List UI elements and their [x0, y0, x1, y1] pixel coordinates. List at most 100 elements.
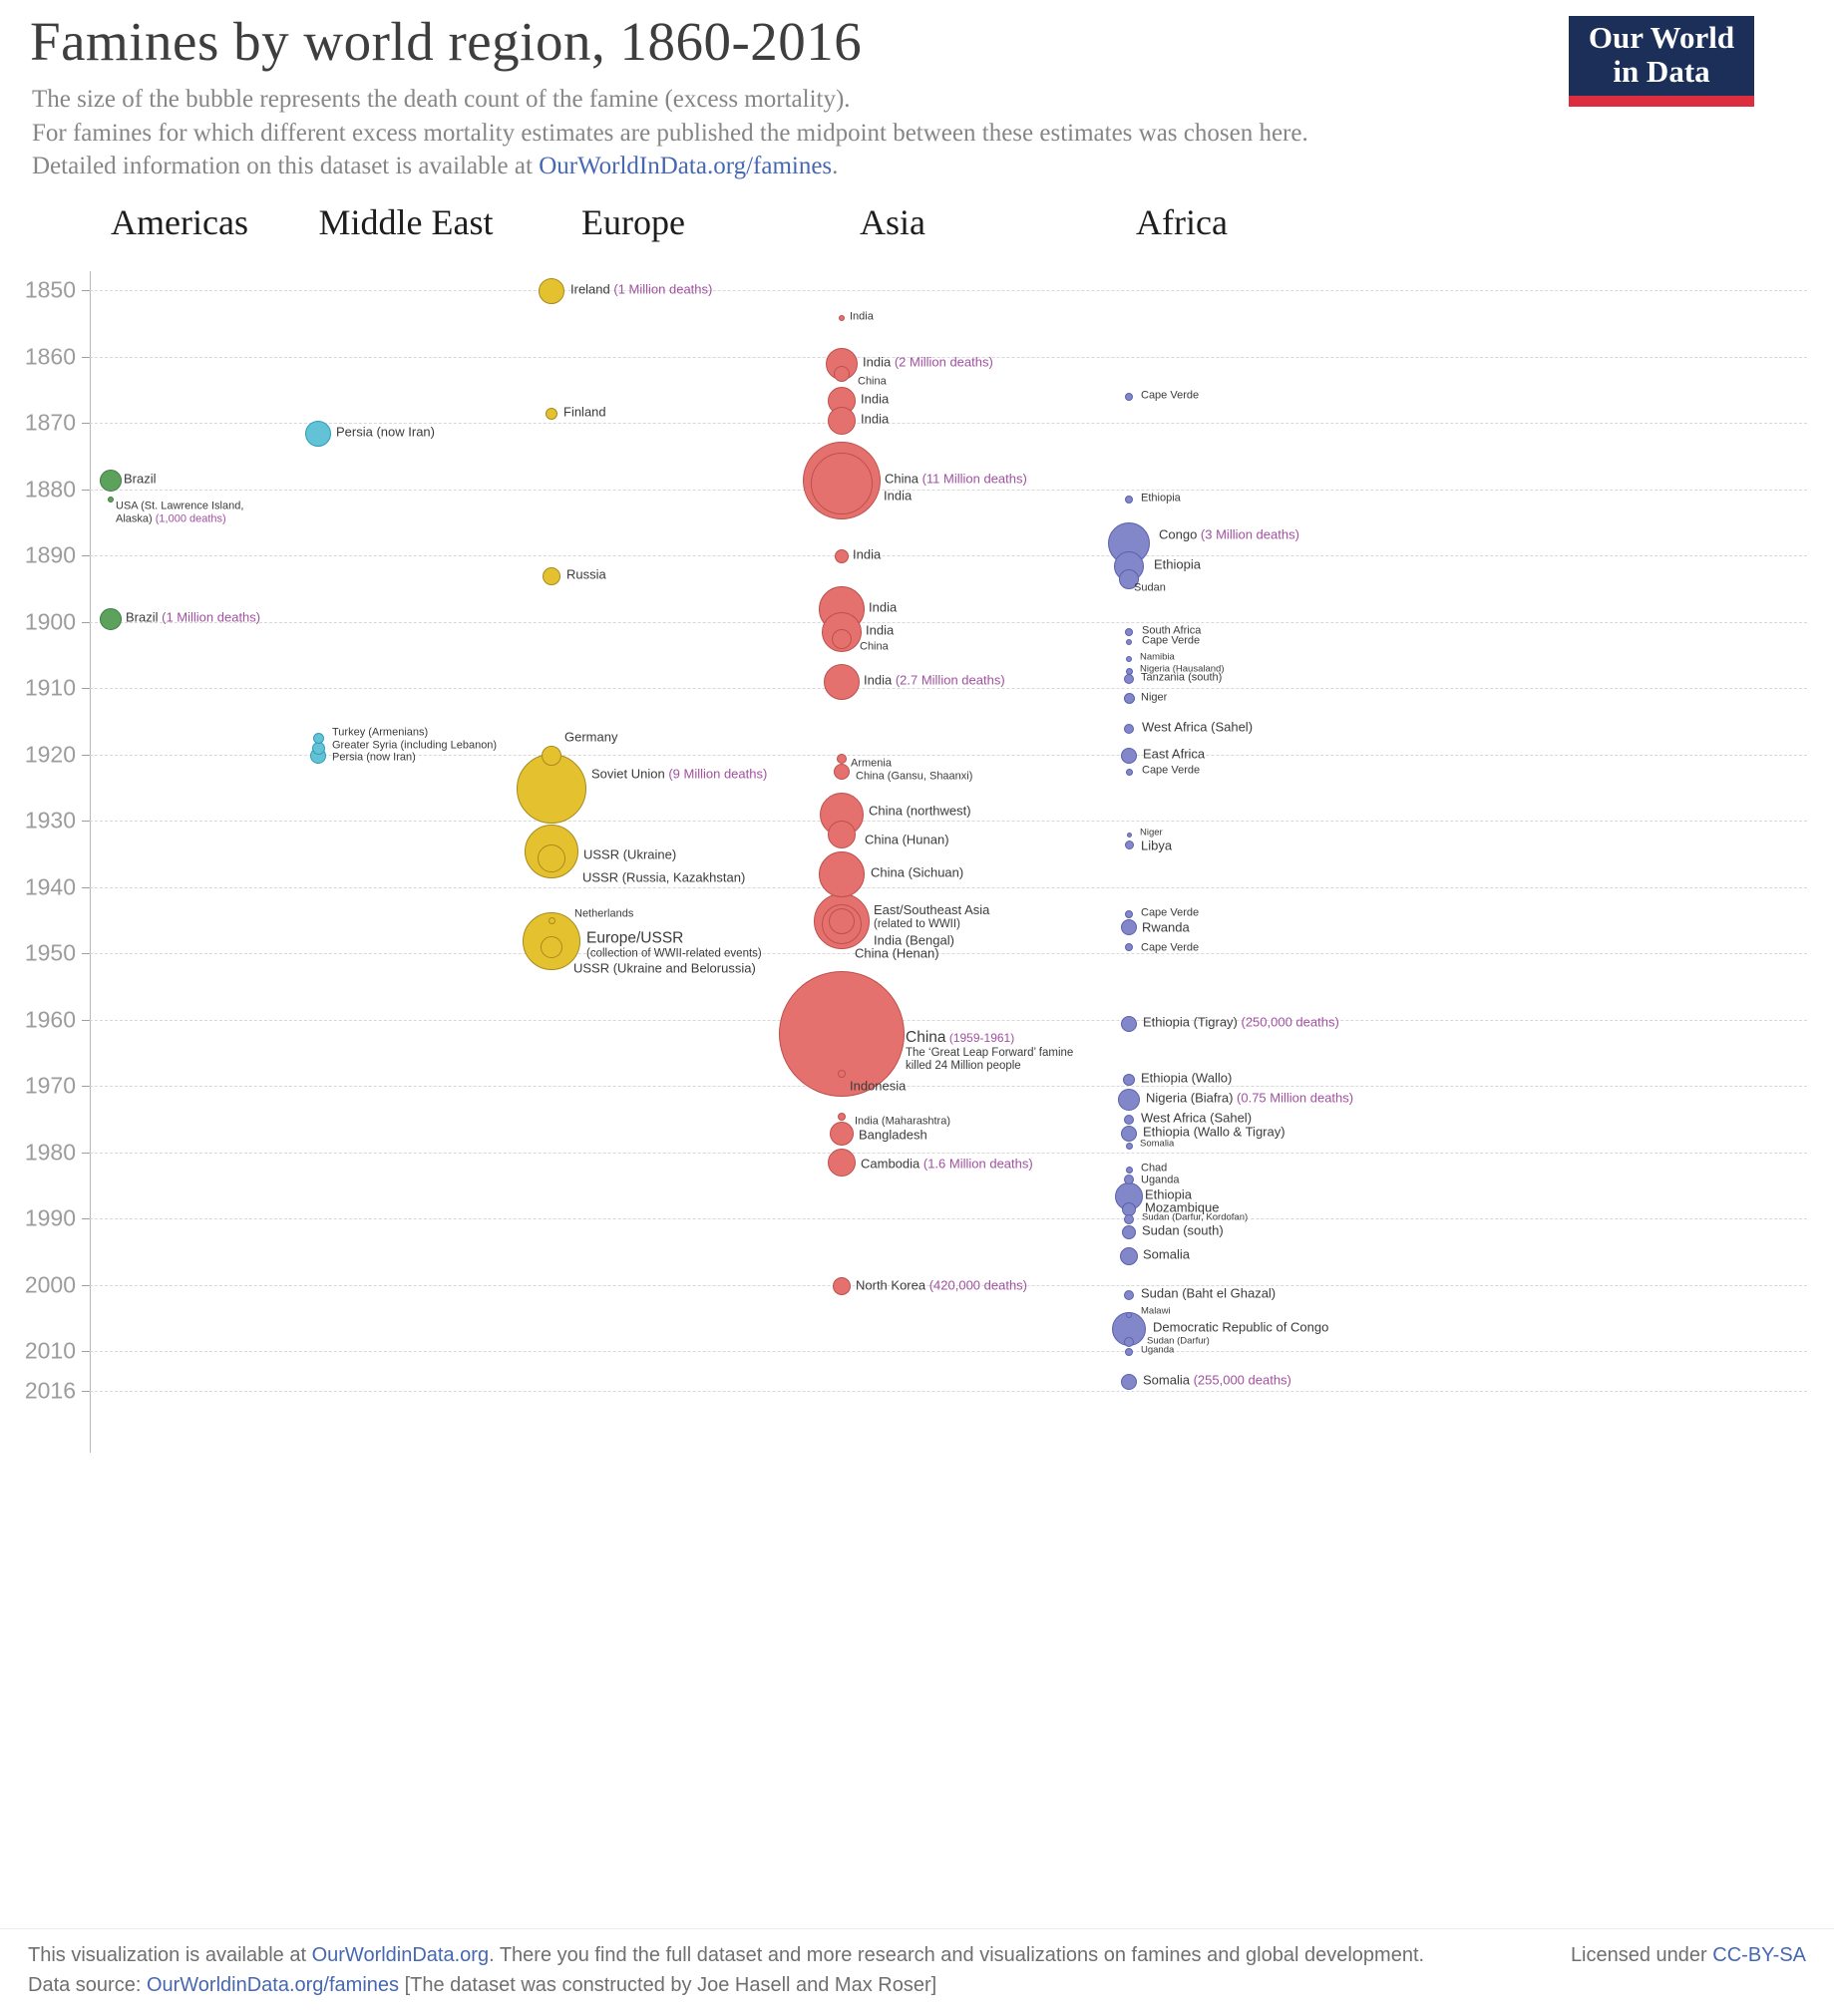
dataset-link[interactable]: OurWorldInData.org/famines — [539, 153, 833, 179]
famine-bubble-usa-st-lawrence-island — [108, 497, 114, 504]
famine-bubble-ussr-russia-kazakhstan — [538, 843, 565, 872]
famine-bubble-cape-verde — [1125, 910, 1133, 919]
tick-mark-1870 — [82, 423, 90, 424]
famine-name: Ethiopia (Wallo & Tigray) — [1143, 1124, 1285, 1140]
famine-bubble-uganda — [1124, 1175, 1134, 1185]
footer-line-1: This visualization is available at OurWo… — [28, 1944, 1425, 1966]
famine-name: Ireland — [570, 281, 610, 297]
famine-label-ethiopia: Ethiopia — [1154, 557, 1201, 573]
famine-name: India — [864, 672, 893, 688]
famine-label-soviet-union: Soviet Union (9 Million deaths) — [591, 766, 767, 782]
famine-label-india: India — [869, 600, 897, 616]
data-source-link[interactable]: OurWorldinData.org/famines — [146, 1974, 400, 1996]
famine-name: USA (St. Lawrence Island, — [116, 500, 244, 512]
famine-label-india: India — [866, 623, 894, 639]
famine-name: Congo — [1159, 526, 1198, 542]
famine-bubble-finland — [546, 408, 557, 421]
famine-label-libya: Libya — [1141, 839, 1172, 854]
famine-name: Sudan (Darfur, Kordofan) — [1142, 1211, 1249, 1223]
column-header-americas: Americas — [111, 202, 248, 242]
famine-name: East/Southeast Asia — [874, 901, 990, 917]
gridline-1940 — [90, 886, 1807, 888]
famine-bubble-india-maharashtra — [838, 1112, 846, 1121]
famine-name: Rwanda — [1142, 919, 1190, 935]
famine-name: China — [885, 471, 918, 487]
license-link[interactable]: CC-BY-SA — [1712, 1944, 1806, 1966]
famine-name: Chad — [1141, 1162, 1168, 1175]
famine-name: East Africa — [1143, 746, 1206, 762]
famine-label-greater-syria-including-lebanon: Greater Syria (including Lebanon) — [332, 740, 497, 753]
gridline-1990 — [90, 1218, 1807, 1219]
famine-name: India — [861, 391, 890, 407]
famine-label-china: China — [858, 376, 887, 389]
death-count-label: (1 Million deaths) — [158, 609, 261, 625]
gridline-2010 — [90, 1351, 1807, 1352]
famine-bubble-china — [832, 629, 852, 650]
famine-label-persia-now-iran: Persia (now Iran) — [332, 751, 416, 764]
y-tick-label-1980: 1980 — [24, 1139, 76, 1165]
famine-bubble-ethiopia-wallo — [1123, 1074, 1135, 1087]
famine-bubble-south-africa — [1125, 628, 1133, 637]
famine-name: China (Sichuan) — [871, 864, 964, 880]
gridline-2000 — [90, 1284, 1807, 1286]
tick-mark-1900 — [82, 621, 90, 623]
famine-label-uganda: Uganda — [1141, 1175, 1180, 1187]
famine-name: West Africa (Sahel) — [1141, 1110, 1253, 1126]
gridline-1930 — [90, 821, 1807, 822]
famine-name: Niger — [1141, 691, 1168, 704]
famine-label-cape-verde: Cape Verde — [1142, 635, 1200, 648]
famine-name: Bangladesh — [859, 1127, 927, 1143]
famine-name: Indonesia — [850, 1078, 907, 1094]
y-tick-label-1890: 1890 — [24, 541, 76, 568]
famine-label-cape-verde: Cape Verde — [1141, 942, 1199, 955]
famine-label-cape-verde: Cape Verde — [1141, 907, 1199, 920]
owid-logo[interactable]: Our World in Data — [1569, 16, 1754, 107]
death-count-label: (11 Million deaths) — [917, 471, 1027, 487]
famine-label-india: India (2.7 Million deaths) — [864, 672, 1005, 689]
famine-bubble-cape-verde — [1125, 943, 1133, 952]
famine-bubble-persia-now-iran — [305, 420, 331, 447]
famine-label-niger: Niger — [1141, 692, 1167, 705]
death-count-label: (250,000 deaths) — [1237, 1014, 1339, 1030]
famine-name: Russia — [566, 566, 606, 582]
y-tick-label-1870: 1870 — [24, 409, 76, 436]
famine-bubble-india — [826, 348, 858, 381]
famine-name: China (Gansu, Shaanxi) — [856, 770, 973, 783]
column-header-middle-east: Middle East — [318, 202, 494, 242]
famine-label-ethiopia: Ethiopia — [1141, 493, 1181, 505]
famine-name: Cape Verde — [1141, 942, 1200, 955]
famine-name: Finland — [563, 404, 606, 420]
y-axis-line — [90, 271, 91, 1453]
famine-name: Sudan — [1134, 581, 1166, 594]
tick-mark-2000 — [82, 1284, 90, 1286]
famine-bubble-ussr-ukraine-and-belorussia — [541, 936, 562, 959]
famine-label-brazil: Brazil (1 Million deaths) — [126, 609, 261, 626]
famine-bubble-russia — [543, 566, 560, 585]
famine-bubble-india — [835, 549, 849, 563]
famine-label-india: India — [861, 411, 889, 427]
famine-label-rwanda: Rwanda — [1142, 919, 1190, 936]
famine-bubble-niger — [1126, 832, 1132, 838]
owid-home-link[interactable]: OurWorldinData.org — [311, 1944, 490, 1966]
famine-name: Uganda — [1141, 1174, 1180, 1186]
famine-bubble-armenia — [837, 753, 847, 764]
gridline-1970 — [90, 1086, 1807, 1087]
tick-mark-1910 — [82, 688, 90, 689]
tick-mark-1970 — [82, 1086, 90, 1087]
famine-label-ussr-ukraine-and-belorussia: USSR (Ukraine and Belorussia) — [573, 960, 756, 977]
famine-note: (related to WWII) — [874, 917, 960, 930]
famine-name: USSR (Ukraine and Belorussia) — [573, 960, 756, 976]
footer-divider — [0, 1928, 1834, 1929]
famine-label-ethiopia-wallo-tigray: Ethiopia (Wallo & Tigray) — [1143, 1124, 1285, 1140]
famine-label-nigeria-biafra: Nigeria (Biafra) (0.75 Million deaths) — [1146, 1091, 1353, 1107]
famine-name: Greater Syria (including Lebanon) — [332, 739, 498, 752]
famine-name: USSR (Ukraine) — [583, 846, 677, 862]
famine-bubble-india — [811, 452, 873, 514]
famine-label-namibia: Namibia — [1140, 652, 1175, 664]
famine-name: India — [884, 488, 913, 504]
famine-bubble-nigeria-hausaland — [1125, 667, 1133, 675]
gridline-1950 — [90, 953, 1807, 954]
y-tick-label-1970: 1970 — [24, 1072, 76, 1099]
gridline-2016 — [90, 1390, 1807, 1392]
